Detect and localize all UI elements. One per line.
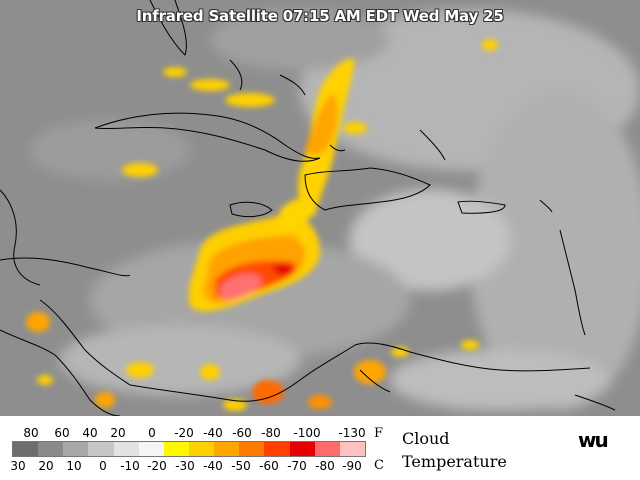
colorbar-swatch [314,442,340,456]
temperature-colorbar [12,441,366,457]
celsius-tick-label: -50 [231,459,251,473]
colorbar-swatch [13,442,39,456]
colorbar-swatch [63,442,89,456]
celsius-tick-label: 10 [66,459,82,473]
colorbar-swatch [138,442,164,456]
celsius-tick-label: -80 [315,459,335,473]
satellite-map: Infrared Satellite 07:15 AM EDT Wed May … [0,0,640,416]
fahrenheit-tick-label: 80 [23,426,39,440]
legend-title-line1: Cloud [402,429,450,448]
fahrenheit-tick-label: -80 [261,426,281,440]
fahrenheit-tick-label: 60 [54,426,70,440]
fahrenheit-tick-label: 20 [110,426,126,440]
fahrenheit-tick-label: 0 [148,426,156,440]
celsius-tick-label: -40 [203,459,223,473]
fahrenheit-tick-label: -100 [293,426,321,440]
celsius-tick-label: 0 [99,459,107,473]
celsius-tick-label: 30 [10,459,26,473]
colorbar-swatch [214,442,240,456]
colorbar-swatch [38,442,64,456]
wu-logo[interactable]: wu [578,428,609,452]
celsius-tick-label: -70 [287,459,307,473]
colorbar-swatch [188,442,215,456]
colorbar-swatch [339,442,365,456]
celsius-tick-label: -30 [175,459,195,473]
cloud-cover [0,0,640,416]
celsius-tick-label: -60 [259,459,279,473]
celsius-tick-label: -90 [342,459,362,473]
colorbar-swatch [88,442,114,456]
map-title: Infrared Satellite 07:15 AM EDT Wed May … [136,7,504,25]
fahrenheit-unit: F [374,426,384,441]
celsius-unit: C [374,458,384,473]
legend: 80 60 40 20 0 -20 -40 -60 -80 -100 -130 F 30 20 10 0-… [0,416,640,480]
coastlines [0,0,616,416]
fahrenheit-tick-label: -130 [338,426,366,440]
legend-title-line2: Temperature [402,452,507,471]
colorbar-swatch [113,442,139,456]
celsius-tick-label: -10 [120,459,140,473]
colorbar-swatch [289,442,315,456]
storm-systems [26,39,498,411]
colorbar-swatch [264,442,290,456]
fahrenheit-tick-label: -60 [232,426,252,440]
celsius-tick-label: -20 [147,459,167,473]
colorbar-swatch [163,442,189,456]
map-svg [0,0,640,416]
fahrenheit-tick-label: -20 [174,426,194,440]
celsius-tick-label: 20 [38,459,54,473]
fahrenheit-tick-label: 40 [82,426,98,440]
fahrenheit-tick-label: -40 [203,426,223,440]
colorbar-swatch [239,442,265,456]
